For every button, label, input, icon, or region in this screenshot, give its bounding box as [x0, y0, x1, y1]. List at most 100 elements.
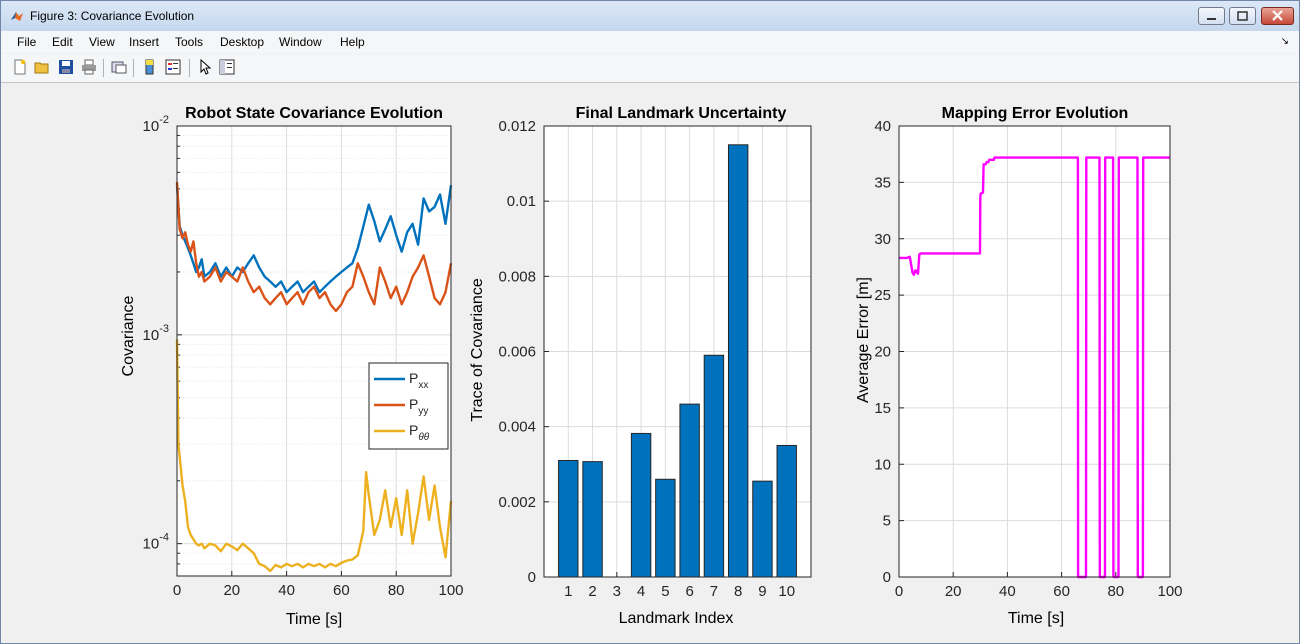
x-tick-label: 100 [438, 582, 463, 599]
landmark-title: Final Landmark Uncertainty [576, 105, 787, 122]
legend-label: Pθθ [409, 422, 430, 443]
landmark-xlabel: Landmark Index [619, 610, 734, 627]
save-icon[interactable] [58, 59, 74, 75]
title-bar: Figure 3: Covariance Evolution [1, 1, 1299, 31]
y-tick-label: 15 [874, 400, 891, 417]
close-button[interactable] [1261, 7, 1294, 25]
bar-landmark-7 [703, 354, 725, 578]
colorbar-icon[interactable] [142, 59, 158, 75]
y-tick-label: 0 [528, 569, 536, 586]
axes-box [898, 125, 1171, 578]
y-tick-label: 0.004 [498, 419, 536, 436]
x-tick-label: 80 [1107, 583, 1124, 600]
toolbar-separator [189, 59, 190, 77]
tick-base: 10 [143, 118, 160, 135]
landmark-axes: 0 0.002 0.004 0.006 0.008 0.01 0.012 1 2 3 4 5 6 7 8 9 1… [469, 105, 812, 627]
minimize-button[interactable] [1198, 7, 1225, 25]
x-tick-label: 8 [734, 583, 742, 600]
menu-tools[interactable]: Tools [175, 35, 204, 49]
mapping-ylabel: Average Error [m] [855, 277, 872, 403]
legend-label-sub: yy [418, 406, 428, 417]
legend-label-sub: θθ [418, 432, 429, 443]
toolbar [1, 54, 1299, 83]
link-plot-icon[interactable] [111, 59, 127, 75]
close-icon [1272, 10, 1283, 21]
legend-label-main: P [409, 370, 418, 386]
covariance-title: Robot State Covariance Evolution [185, 105, 443, 122]
y-tick-label: 0.002 [498, 494, 536, 511]
x-tick-label: 60 [1053, 583, 1070, 600]
x-tick-label: 20 [945, 583, 962, 600]
menu-desktop[interactable]: Desktop [220, 35, 265, 49]
y-tick-label: 40 [874, 118, 891, 135]
bar-landmark-2 [582, 461, 603, 578]
x-tick-label: 9 [758, 583, 766, 600]
covariance-ylabel: Covariance [120, 295, 137, 376]
toolbar-separator [133, 59, 134, 77]
x-tick-label: 20 [223, 582, 240, 599]
x-tick-label: 100 [1157, 583, 1182, 600]
bar-landmark-4 [630, 432, 652, 578]
menu-insert[interactable]: Insert [129, 35, 160, 49]
y-tick-label: 0.008 [498, 268, 536, 285]
tick-exponent: -3 [159, 323, 169, 335]
x-tick-label: 5 [661, 583, 669, 600]
y-tick-label: 10-2 [143, 114, 169, 135]
y-tick-label: 5 [883, 513, 891, 530]
x-tick-label: 4 [637, 583, 645, 600]
menu-window[interactable]: Window [279, 35, 322, 49]
x-tick-label: 10 [778, 583, 795, 600]
x-tick-label: 40 [278, 582, 295, 599]
axes-box [543, 125, 812, 578]
series-line-ptheta [175, 339, 453, 573]
y-tick-label: 0.012 [498, 118, 536, 135]
mapping-axes: 0 5 10 15 20 25 30 35 40 0 20 40 60 80 100 Mapping Erro… [855, 105, 1183, 627]
menu-help[interactable]: Help [340, 35, 365, 49]
x-tick-label: 2 [588, 583, 596, 600]
y-tick-label: 20 [874, 344, 891, 361]
new-figure-icon[interactable] [12, 59, 28, 75]
menu-bar: File Edit View Insert Tools Desktop Wind… [1, 31, 1299, 53]
menu-file[interactable]: File [17, 35, 37, 49]
x-tick-label: 6 [685, 583, 693, 600]
legend-label-main: P [409, 422, 418, 438]
y-tick-label: 0.01 [507, 193, 536, 210]
tick-exponent: -2 [159, 114, 169, 126]
legend-label-main: P [409, 396, 418, 412]
print-icon[interactable] [81, 59, 97, 75]
open-file-icon[interactable] [34, 59, 50, 75]
x-tick-label: 40 [999, 583, 1016, 600]
maximize-icon [1237, 11, 1248, 21]
bar-landmark-5 [655, 478, 676, 578]
matlab-logo-icon [11, 12, 23, 21]
y-tick-label: 30 [874, 231, 891, 248]
bar-landmark-9 [752, 480, 773, 578]
x-tick-label: 0 [173, 582, 181, 599]
dock-arrow-icon[interactable]: ↘ [1280, 36, 1289, 47]
menu-view[interactable]: View [89, 35, 115, 49]
minimize-icon [1207, 18, 1216, 20]
tick-exponent: -4 [159, 532, 169, 544]
x-tick-label: 7 [710, 583, 718, 600]
x-tick-label: 1 [564, 583, 572, 600]
pointer-icon[interactable] [197, 59, 213, 75]
bar-landmark-1 [558, 459, 579, 578]
toolbar-separator [103, 59, 104, 77]
legend-icon[interactable] [165, 59, 181, 75]
series-line-pxx [175, 185, 453, 294]
x-tick-label: 0 [895, 583, 903, 600]
window-title: Figure 3: Covariance Evolution [30, 9, 195, 23]
x-tick-label: 60 [333, 582, 350, 599]
bar-landmark-6 [679, 403, 700, 578]
tick-base: 10 [143, 327, 160, 344]
menu-edit[interactable]: Edit [52, 35, 73, 49]
y-tick-label: 35 [874, 174, 891, 191]
landmark-ylabel: Trace of Covariance [469, 278, 486, 422]
legend-label: Pyy [409, 396, 428, 417]
bar-landmark-8 [727, 144, 749, 578]
maximize-button[interactable] [1229, 7, 1256, 25]
property-inspector-icon[interactable] [219, 59, 235, 75]
y-tick-label: 10 [874, 456, 891, 473]
axes-box [176, 125, 452, 577]
